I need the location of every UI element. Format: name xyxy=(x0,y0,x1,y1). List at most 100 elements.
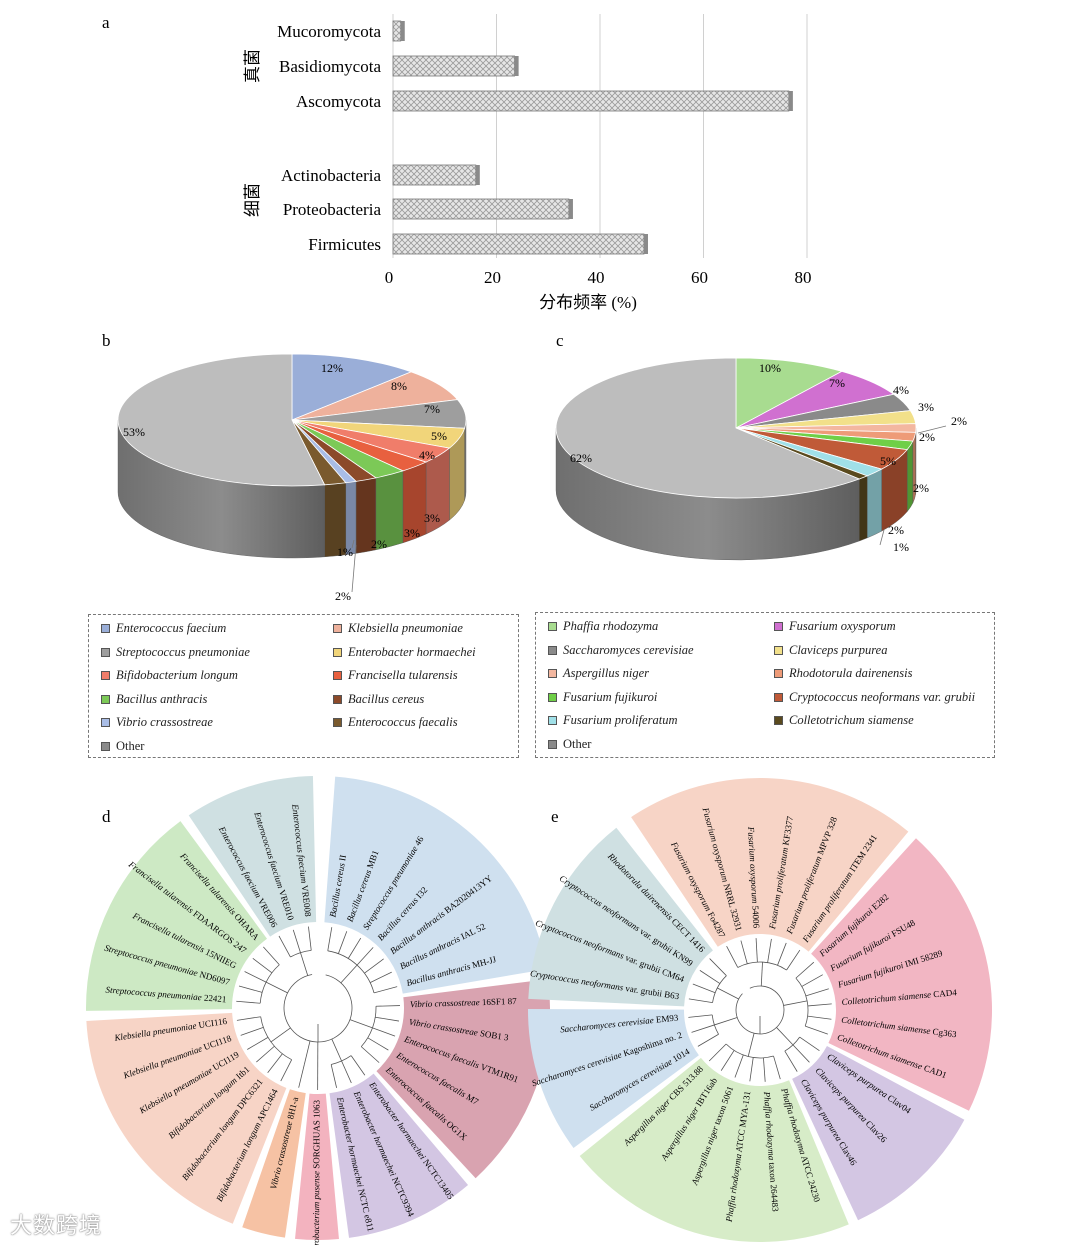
legend-item-phaffia-rhodozyma: Phaffia rhodozyma xyxy=(548,619,658,634)
leaf-branch xyxy=(777,942,787,966)
legend-label: Francisella tularensis xyxy=(348,668,458,683)
clade-band-0 xyxy=(631,778,909,952)
legend-label: Vibrio crassostreae xyxy=(116,715,213,730)
pie-label-7: 5% xyxy=(880,454,896,468)
legend-b: Enterococcus faecium Klebsiella pneumonia… xyxy=(88,614,519,758)
pie-label-3: 3% xyxy=(918,400,934,414)
clade-stem-4 xyxy=(714,1017,738,1026)
legend-swatch xyxy=(101,742,110,751)
pie-label-5: 3% xyxy=(424,511,440,525)
legend-swatch xyxy=(548,692,557,702)
legend-item-enterococcus-faecium: Enterococcus faecium xyxy=(101,621,226,636)
watermark: 大数跨境 xyxy=(10,1213,103,1238)
legend-item-colletotrichum-siamense: Colletotrichum siamense xyxy=(774,713,914,728)
category-mucoromycota: Mucoromycota xyxy=(277,22,381,41)
legend-item-fusarium-proliferatum: Fusarium proliferatum xyxy=(548,713,677,728)
leaf-branch xyxy=(691,1024,715,1033)
leaf-branch xyxy=(240,1027,264,1036)
clade-stem-1 xyxy=(349,1019,373,1029)
leaf-branch xyxy=(263,946,280,966)
leaf-branch xyxy=(807,1003,832,1007)
clade-band-4 xyxy=(242,1089,306,1238)
bar-ascomycota xyxy=(392,90,790,112)
clade-stem-1 xyxy=(783,1000,808,1006)
category-basidiomycota: Basidiomycota xyxy=(279,57,381,76)
legend-item-enterobacter-hormaechei: Enterobacter hormaechei xyxy=(333,645,476,660)
leaf-branch xyxy=(699,970,721,984)
pie-label-0: 10% xyxy=(759,361,781,375)
pie-tops xyxy=(117,353,467,487)
leaf-branch xyxy=(350,1055,366,1076)
pie-leader-9 xyxy=(879,529,885,546)
legend-label: Rhodotorula dairenensis xyxy=(789,666,913,681)
bar-end-actinobacteria xyxy=(475,165,480,185)
legend-label: Phaffia rhodozyma xyxy=(563,619,659,633)
leaf-branch xyxy=(375,1005,400,1007)
leaf-branch xyxy=(784,1050,798,1072)
leaf-branch xyxy=(278,935,291,958)
clade-stem-5 xyxy=(270,1027,291,1043)
clade-stem-0 xyxy=(340,964,358,984)
legend-label: Fusarium proliferatum xyxy=(563,713,678,728)
pie-label-4: 2% xyxy=(951,414,967,428)
pie-label-2: 7% xyxy=(424,402,440,416)
leaf-branch xyxy=(298,1064,305,1088)
legend-item-bacillus-cereus: Bacillus cereus xyxy=(333,692,424,707)
pie-label-6: 2% xyxy=(913,481,929,495)
clade-band-0 xyxy=(324,776,547,994)
taxon-label: Fusarium oxysporum 54006 xyxy=(746,825,762,928)
bar-basidiomycota xyxy=(392,55,516,77)
x-tick-40: 40 xyxy=(588,268,605,287)
legend-swatch xyxy=(101,624,110,633)
leaf-branch xyxy=(692,983,716,994)
bar-actinobacteria xyxy=(392,164,477,186)
leaf-branch xyxy=(786,949,801,971)
taxon-label: Agrobacterium pusense SORGHUAS 1063 xyxy=(311,1099,322,1245)
clade-backgrounds xyxy=(86,776,550,1241)
root-arc xyxy=(735,985,785,1035)
legend-swatch xyxy=(548,740,557,749)
x-tick-20: 20 xyxy=(484,268,501,287)
pie-label-2: 4% xyxy=(893,383,909,397)
leaf-branch xyxy=(709,958,727,976)
leaf-branch xyxy=(337,931,348,954)
bar-end-mucoromycota xyxy=(400,21,405,41)
pie-label-1: 7% xyxy=(829,376,845,390)
clade-band-1 xyxy=(811,838,992,1111)
leaf-branch xyxy=(372,1027,396,1037)
leaf-branch xyxy=(308,926,312,951)
leaf-branch xyxy=(236,1000,261,1004)
clade-band-3 xyxy=(295,1093,339,1241)
leaf-branch xyxy=(375,1016,400,1022)
panel-label-a: a xyxy=(102,13,110,32)
pie-leader-4 xyxy=(917,425,947,434)
pie-side-6 xyxy=(906,441,914,513)
legend-item-fusarium-oxysporum: Fusarium oxysporum xyxy=(774,619,896,634)
legend-swatch xyxy=(774,622,783,631)
legend-label: Enterococcus faecium xyxy=(116,621,227,635)
leaf-branch xyxy=(801,974,823,987)
legend-item-other: Other xyxy=(101,739,144,754)
legend-swatch xyxy=(101,718,110,728)
pie-label-7: 2% xyxy=(371,537,387,551)
legend-item-claviceps-purpurea: Claviceps purpurea xyxy=(774,643,887,658)
leaf-branch xyxy=(238,985,263,993)
legend-swatch xyxy=(774,692,783,702)
clade-arc-5 xyxy=(712,975,727,1003)
pie-chart-c: 10% 7% 4% 3% 2% 2% 2% 5% 2% 1% 62% xyxy=(555,357,967,561)
leaf-branch xyxy=(236,1016,261,1021)
category-actinobacteria: Actinobacteria xyxy=(281,166,382,185)
pie-sides xyxy=(555,358,917,561)
legend-item-other: Other xyxy=(548,737,591,752)
legend-label: Klebsiella pneumoniae xyxy=(348,621,463,635)
leaf-branch xyxy=(341,1060,352,1084)
pie-label-8: 2% xyxy=(888,523,904,537)
leaf-branch xyxy=(720,1050,735,1071)
clade-stem-5 xyxy=(717,987,739,1000)
leaf-branch xyxy=(792,1044,810,1063)
clade-stem-3 xyxy=(747,1033,755,1057)
legend-label: Aspergillus niger xyxy=(563,666,649,681)
clade-stem-2 xyxy=(776,1027,794,1046)
pie-label-6: 3% xyxy=(404,526,420,540)
leaf-branch xyxy=(726,946,739,968)
